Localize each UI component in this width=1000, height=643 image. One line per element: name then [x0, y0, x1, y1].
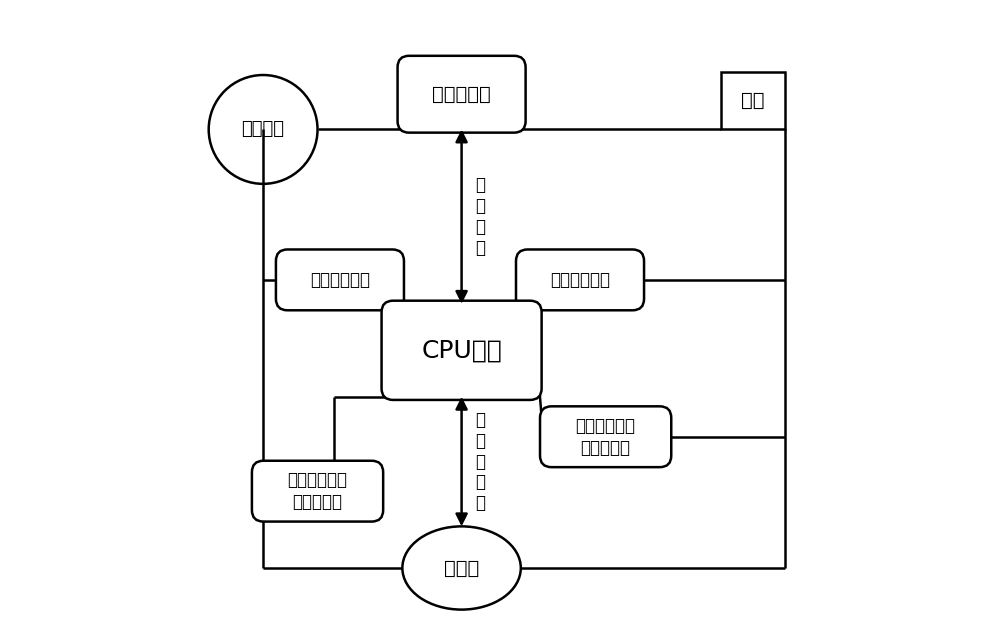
Text: 三相电网: 三相电网	[242, 120, 285, 138]
Text: CPU单元: CPU单元	[421, 338, 502, 362]
FancyBboxPatch shape	[398, 56, 526, 132]
FancyBboxPatch shape	[516, 249, 644, 311]
Ellipse shape	[402, 527, 521, 610]
Text: 电流采样电路: 电流采样电路	[550, 271, 610, 289]
Text: 逆变器: 逆变器	[444, 559, 479, 577]
Text: 负载: 负载	[741, 91, 765, 110]
Bar	[721, 72, 785, 129]
FancyBboxPatch shape	[276, 249, 404, 311]
Text: 逆变器输出电
压采样电路: 逆变器输出电 压采样电路	[576, 417, 636, 457]
Text: 双向晶闸管: 双向晶闸管	[432, 85, 491, 104]
Text: 直流侧电容电
压采样电路: 直流侧电容电 压采样电路	[288, 471, 348, 511]
FancyBboxPatch shape	[540, 406, 671, 467]
FancyBboxPatch shape	[382, 301, 542, 400]
Text: 门
极
脉
冲: 门 极 脉 冲	[476, 176, 486, 257]
Text: 开
关
管
脉
冲: 开 关 管 脉 冲	[476, 411, 486, 512]
FancyBboxPatch shape	[252, 461, 383, 521]
Text: 电压采样电路: 电压采样电路	[310, 271, 370, 289]
